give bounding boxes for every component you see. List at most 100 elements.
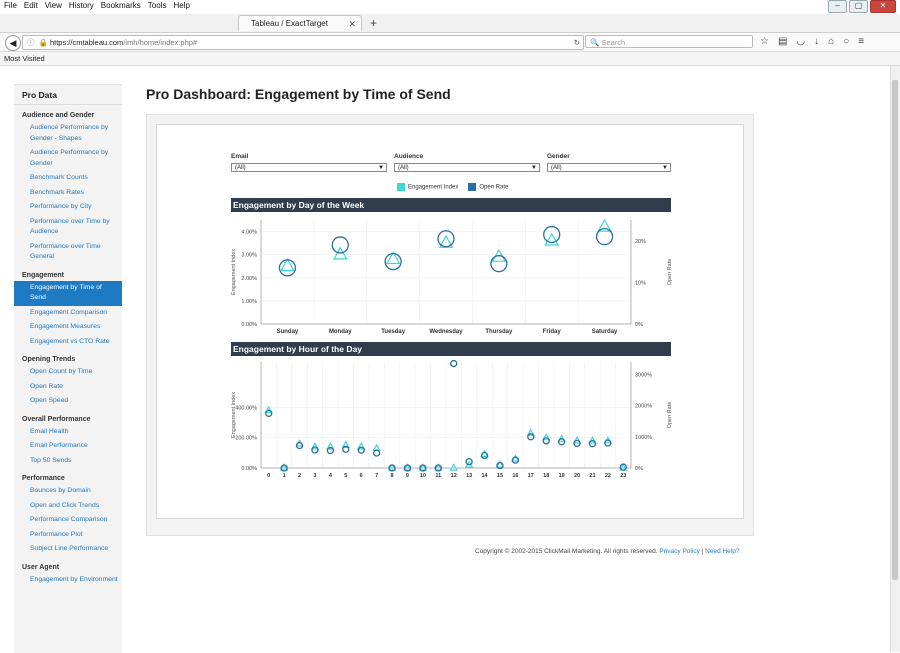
open-rate-point[interactable]	[342, 445, 350, 453]
open-rate-point[interactable]	[542, 437, 550, 445]
sidebar-item[interactable]: Email Health	[30, 427, 69, 435]
engagement-index-point[interactable]	[526, 428, 535, 436]
menu-item-help[interactable]: Help	[173, 1, 190, 10]
minimize-icon[interactable]: –	[828, 0, 847, 13]
engagement-index-point[interactable]	[480, 449, 489, 458]
menu-item-tools[interactable]: Tools	[147, 1, 167, 10]
engagement-index-point[interactable]	[597, 218, 612, 232]
chart-hour-of-day[interactable]: Engagement Index Open Rate400.00%200.00%0…	[227, 356, 677, 482]
open-rate-point[interactable]	[326, 446, 335, 455]
menu-item-history[interactable]: History	[68, 1, 94, 10]
reading-list-icon[interactable]: ▤	[777, 36, 788, 47]
open-rate-point[interactable]	[465, 458, 473, 466]
engagement-index-point[interactable]	[544, 232, 560, 246]
open-rate-point[interactable]	[604, 439, 612, 447]
scrollbar-thumb[interactable]	[892, 80, 898, 580]
engagement-index-point[interactable]	[387, 463, 397, 471]
sidebar-item[interactable]: Open and Click Trends	[30, 501, 100, 509]
open-rate-point[interactable]	[480, 451, 489, 460]
reload-icon[interactable]: ↻	[573, 38, 580, 47]
open-rate-point[interactable]	[619, 463, 627, 471]
engagement-index-point[interactable]	[385, 251, 401, 265]
sidebar-item[interactable]: Engagement Measures	[30, 323, 101, 330]
sidebar-item[interactable]: Audience Performance by Gender	[30, 149, 109, 167]
engagement-index-point[interactable]	[434, 463, 443, 471]
open-rate-point[interactable]	[372, 449, 381, 457]
sidebar-item[interactable]: Audience Performance by Gender - Shapes	[30, 124, 109, 142]
legend-item-engagement[interactable]: Engagement Index	[397, 183, 458, 192]
menu-item-edit[interactable]: Edit	[23, 1, 38, 10]
open-rate-point[interactable]	[295, 441, 304, 450]
engagement-index-point[interactable]	[588, 436, 597, 444]
open-rate-point[interactable]	[496, 461, 504, 470]
close-tab-icon[interactable]: ✕	[348, 19, 356, 29]
sidebar-item[interactable]: Open Count by Time	[30, 368, 93, 375]
engagement-index-point[interactable]	[326, 442, 335, 450]
bookmark-star-icon[interactable]: ☆	[760, 36, 769, 47]
open-rate-point[interactable]	[588, 440, 597, 448]
new-tab-icon[interactable]: +	[370, 16, 378, 30]
sidebar-item[interactable]: Engagement by Environment	[30, 575, 118, 583]
chart-day-of-week[interactable]: Engagement Index Open Rate 4.00% 3.00% 2.00%…	[227, 212, 677, 338]
open-rate-point[interactable]	[527, 433, 535, 441]
page-scrollbar[interactable]	[890, 66, 900, 652]
need-help-link[interactable]: Need Help?	[705, 548, 740, 555]
engagement-index-point[interactable]	[449, 463, 458, 471]
open-rate-point[interactable]	[384, 252, 402, 271]
sidebar-item[interactable]: Open Rate	[30, 382, 63, 390]
open-rate-point[interactable]	[434, 464, 442, 472]
engagement-index-point[interactable]	[418, 463, 428, 471]
menu-item-view[interactable]: View	[44, 1, 62, 10]
open-rate-point[interactable]	[311, 446, 319, 454]
open-rate-point[interactable]	[357, 446, 365, 454]
url-bar[interactable]: ⓘ 🔒 https://cmtableau.com/imh/home/index.…	[22, 35, 584, 50]
sidebar-item[interactable]: Open Speed	[30, 397, 69, 404]
sidebar-item[interactable]: Performance over Time by Audience	[30, 217, 110, 236]
engagement-index-point[interactable]	[310, 442, 320, 450]
open-rate-point[interactable]	[595, 227, 614, 246]
back-icon[interactable]: ◀	[5, 35, 21, 51]
chat-icon[interactable]: ○	[843, 36, 850, 47]
hamburger-menu-icon[interactable]: ≡	[858, 36, 865, 47]
browser-tab[interactable]: Tableau / ExactTarget ✕	[238, 15, 362, 31]
sidebar-item[interactable]: Engagement by Time of Send	[14, 280, 122, 306]
bookmark-most-visited[interactable]: Most Visited	[4, 54, 45, 63]
open-rate-point[interactable]	[403, 464, 412, 472]
home-icon[interactable]: ⌂	[828, 36, 835, 47]
sidebar-item[interactable]: Subject Line Performance	[30, 545, 109, 552]
engagement-index-point[interactable]	[495, 460, 505, 468]
sidebar-item[interactable]: Engagement Comparison	[30, 308, 108, 316]
open-rate-point[interactable]	[543, 225, 561, 244]
sidebar-item[interactable]: Performance over Time General	[30, 242, 101, 261]
filter-email-select[interactable]: (All) ▼	[231, 163, 387, 172]
maximize-icon[interactable]: ▢	[849, 0, 868, 13]
open-rate-point[interactable]	[278, 259, 297, 277]
filter-gender-select[interactable]: (All) ▼	[547, 163, 671, 172]
engagement-index-point[interactable]	[332, 246, 348, 260]
engagement-index-point[interactable]	[279, 463, 289, 471]
sidebar-item[interactable]: Performance by City	[30, 203, 92, 210]
engagement-index-point[interactable]	[572, 436, 582, 444]
sidebar-item[interactable]: Benchmark Rates	[30, 188, 85, 196]
sidebar-item[interactable]: Performance Plot	[30, 530, 83, 538]
engagement-index-point[interactable]	[341, 440, 350, 448]
open-rate-point[interactable]	[388, 464, 396, 472]
open-rate-point[interactable]	[419, 464, 427, 472]
sidebar-item[interactable]: Bounces by Domain	[30, 487, 91, 494]
privacy-policy-link[interactable]: Privacy Policy	[659, 548, 700, 555]
download-icon[interactable]: ↓	[814, 36, 820, 47]
sidebar-item[interactable]: Benchmark Counts	[30, 174, 88, 181]
filter-audience-select[interactable]: (All) ▼	[394, 163, 540, 172]
open-rate-point[interactable]	[511, 456, 520, 464]
engagement-index-point[interactable]	[403, 463, 412, 471]
engagement-index-point[interactable]	[280, 257, 295, 272]
menu-item-file[interactable]: File	[4, 1, 17, 10]
open-rate-point[interactable]	[490, 255, 508, 273]
sidebar-item[interactable]: Engagement vs CTO Rate	[30, 337, 110, 345]
open-rate-point[interactable]	[573, 439, 581, 448]
open-rate-point[interactable]	[437, 230, 455, 248]
engagement-index-point[interactable]	[357, 442, 366, 450]
search-input[interactable]: 🔍 Search	[585, 35, 753, 48]
open-rate-point[interactable]	[280, 464, 288, 472]
open-rate-point[interactable]	[331, 236, 349, 254]
